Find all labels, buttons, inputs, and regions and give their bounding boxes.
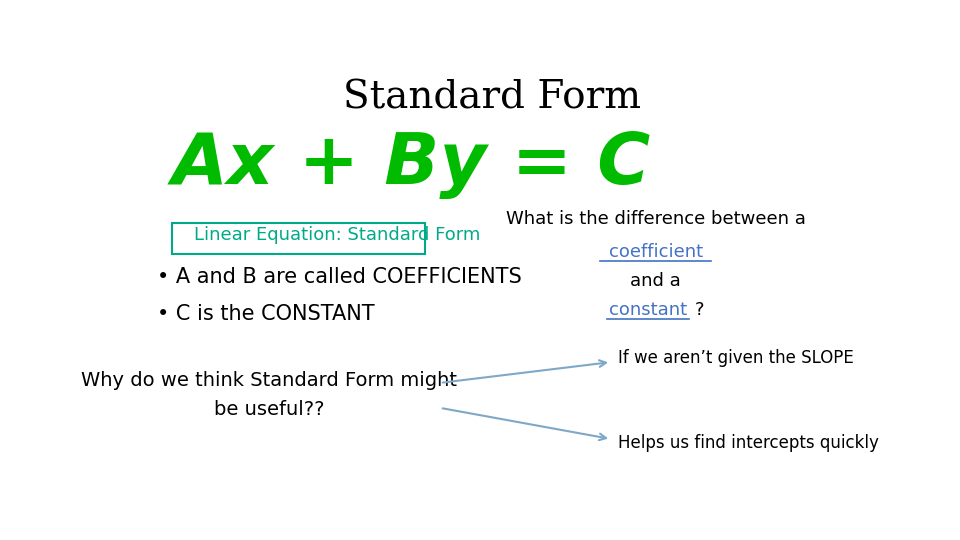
Text: Helps us find intercepts quickly: Helps us find intercepts quickly xyxy=(618,434,879,452)
Text: coefficient: coefficient xyxy=(609,243,703,261)
Text: ?: ? xyxy=(695,301,705,319)
Text: Standard Form: Standard Form xyxy=(343,79,641,117)
Text: and a: and a xyxy=(631,272,681,290)
Text: • C is the CONSTANT: • C is the CONSTANT xyxy=(157,304,374,325)
Text: If we aren’t given the SLOPE: If we aren’t given the SLOPE xyxy=(618,349,854,367)
Text: constant: constant xyxy=(610,301,687,319)
FancyBboxPatch shape xyxy=(172,223,425,254)
Text: Linear Equation: Standard Form: Linear Equation: Standard Form xyxy=(194,226,481,244)
Text: What is the difference between a: What is the difference between a xyxy=(506,210,805,228)
Text: Why do we think Standard Form might: Why do we think Standard Form might xyxy=(81,372,457,390)
Text: be useful??: be useful?? xyxy=(213,401,324,420)
Text: • A and B are called COEFFICIENTS: • A and B are called COEFFICIENTS xyxy=(157,267,522,287)
Text: Ax + By = C: Ax + By = C xyxy=(172,130,651,199)
